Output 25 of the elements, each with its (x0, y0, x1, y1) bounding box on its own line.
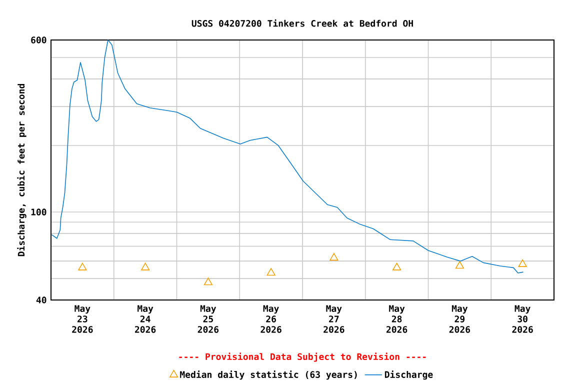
text: ---- Provisional Data Subject to Revision ---- (179, 352, 426, 362)
point (330, 253, 338, 261)
point (266, 268, 276, 276)
point (204, 278, 212, 286)
x-tick-label: May 24 2026 (134, 305, 156, 333)
x-tick-label: May 23 2026 (72, 305, 93, 333)
x-tick-label: May 28 2026 (386, 305, 408, 333)
line-series (51, 40, 524, 274)
x-tick-label: May 26 2026 (260, 305, 282, 333)
x-tick-label: May 30 2026 (512, 305, 533, 333)
x-tick-label: May 27 2026 (324, 305, 344, 333)
point (392, 262, 402, 270)
point (455, 261, 464, 269)
legend-label: Discharge (384, 370, 433, 380)
y-tick-label: 600 (31, 36, 46, 44)
point (141, 262, 150, 270)
point (518, 259, 527, 267)
y-tick-label: 40 (36, 296, 46, 304)
chart-title: USGS 04207200 Tinkers Creek at Bedford OH (192, 19, 413, 27)
point (78, 262, 87, 270)
legend-label: Median daily statistic (63 years) (180, 370, 357, 380)
x-tick-label: May 29 2026 (449, 305, 470, 333)
y-axis-title: Discharge, cubic feet per second (17, 84, 26, 256)
y-tick-label: 100 (31, 208, 46, 216)
x-tick-label: May 25 2026 (198, 305, 219, 333)
